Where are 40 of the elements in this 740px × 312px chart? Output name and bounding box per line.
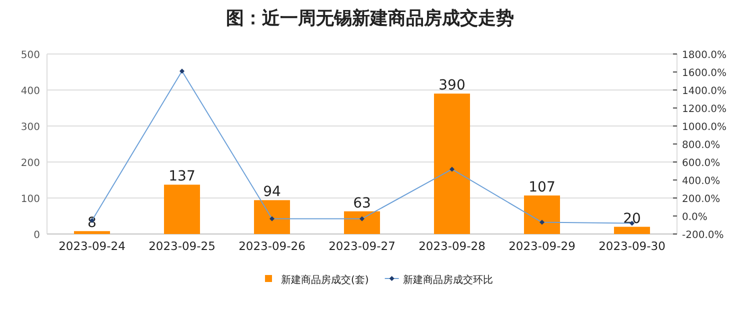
y2-tick-label: 1200.0% bbox=[682, 104, 726, 115]
x-tick-label: 2023-09-28 bbox=[418, 239, 486, 253]
legend-label: 新建商品房成交环比 bbox=[402, 274, 493, 286]
y2-tick-label: 800.0% bbox=[682, 140, 720, 151]
y-tick-label: 0 bbox=[34, 230, 40, 241]
y2-tick-label: 1800.0% bbox=[682, 50, 726, 61]
bar bbox=[614, 226, 650, 234]
bar bbox=[254, 200, 290, 234]
y-tick-label: 100 bbox=[20, 194, 40, 205]
y-tick-label: 300 bbox=[20, 122, 40, 133]
data-label: 107 bbox=[528, 179, 556, 196]
legend-label: 新建商品房成交(套) bbox=[281, 274, 369, 286]
x-tick-label: 2023-09-24 bbox=[58, 239, 126, 253]
x-tick-label: 2023-09-30 bbox=[598, 239, 666, 253]
y2-tick-label: -200.0% bbox=[682, 230, 724, 241]
y-tick-label: 200 bbox=[20, 158, 40, 169]
y2-tick-label: 1000.0% bbox=[682, 122, 726, 133]
bar bbox=[434, 94, 470, 234]
bar bbox=[524, 195, 560, 234]
data-label: 390 bbox=[438, 78, 466, 94]
data-label: 137 bbox=[168, 168, 196, 185]
data-label: 63 bbox=[353, 195, 371, 212]
y2-tick-label: 600.0% bbox=[682, 158, 720, 169]
x-tick-label: 2023-09-26 bbox=[238, 239, 306, 253]
bar bbox=[74, 231, 110, 234]
y2-tick-label: 200.0% bbox=[682, 194, 720, 205]
chart-title: 图：近一周无锡新建商品房成交走势 bbox=[226, 8, 514, 29]
bar bbox=[344, 211, 380, 234]
data-label: 94 bbox=[263, 184, 281, 200]
y2-tick-label: 1600.0% bbox=[682, 68, 726, 79]
bar bbox=[164, 184, 200, 234]
y2-tick-label: 0.0% bbox=[682, 212, 708, 223]
x-tick-label: 2023-09-29 bbox=[508, 239, 576, 253]
y-tick-label: 400 bbox=[20, 86, 40, 97]
y2-tick-label: 400.0% bbox=[682, 176, 720, 187]
x-tick-label: 2023-09-27 bbox=[328, 239, 396, 253]
x-tick-label: 2023-09-25 bbox=[148, 239, 216, 253]
data-label: 20 bbox=[623, 210, 641, 227]
y2-tick-label: 1400.0% bbox=[682, 86, 726, 97]
y-tick-label: 500 bbox=[20, 50, 40, 61]
